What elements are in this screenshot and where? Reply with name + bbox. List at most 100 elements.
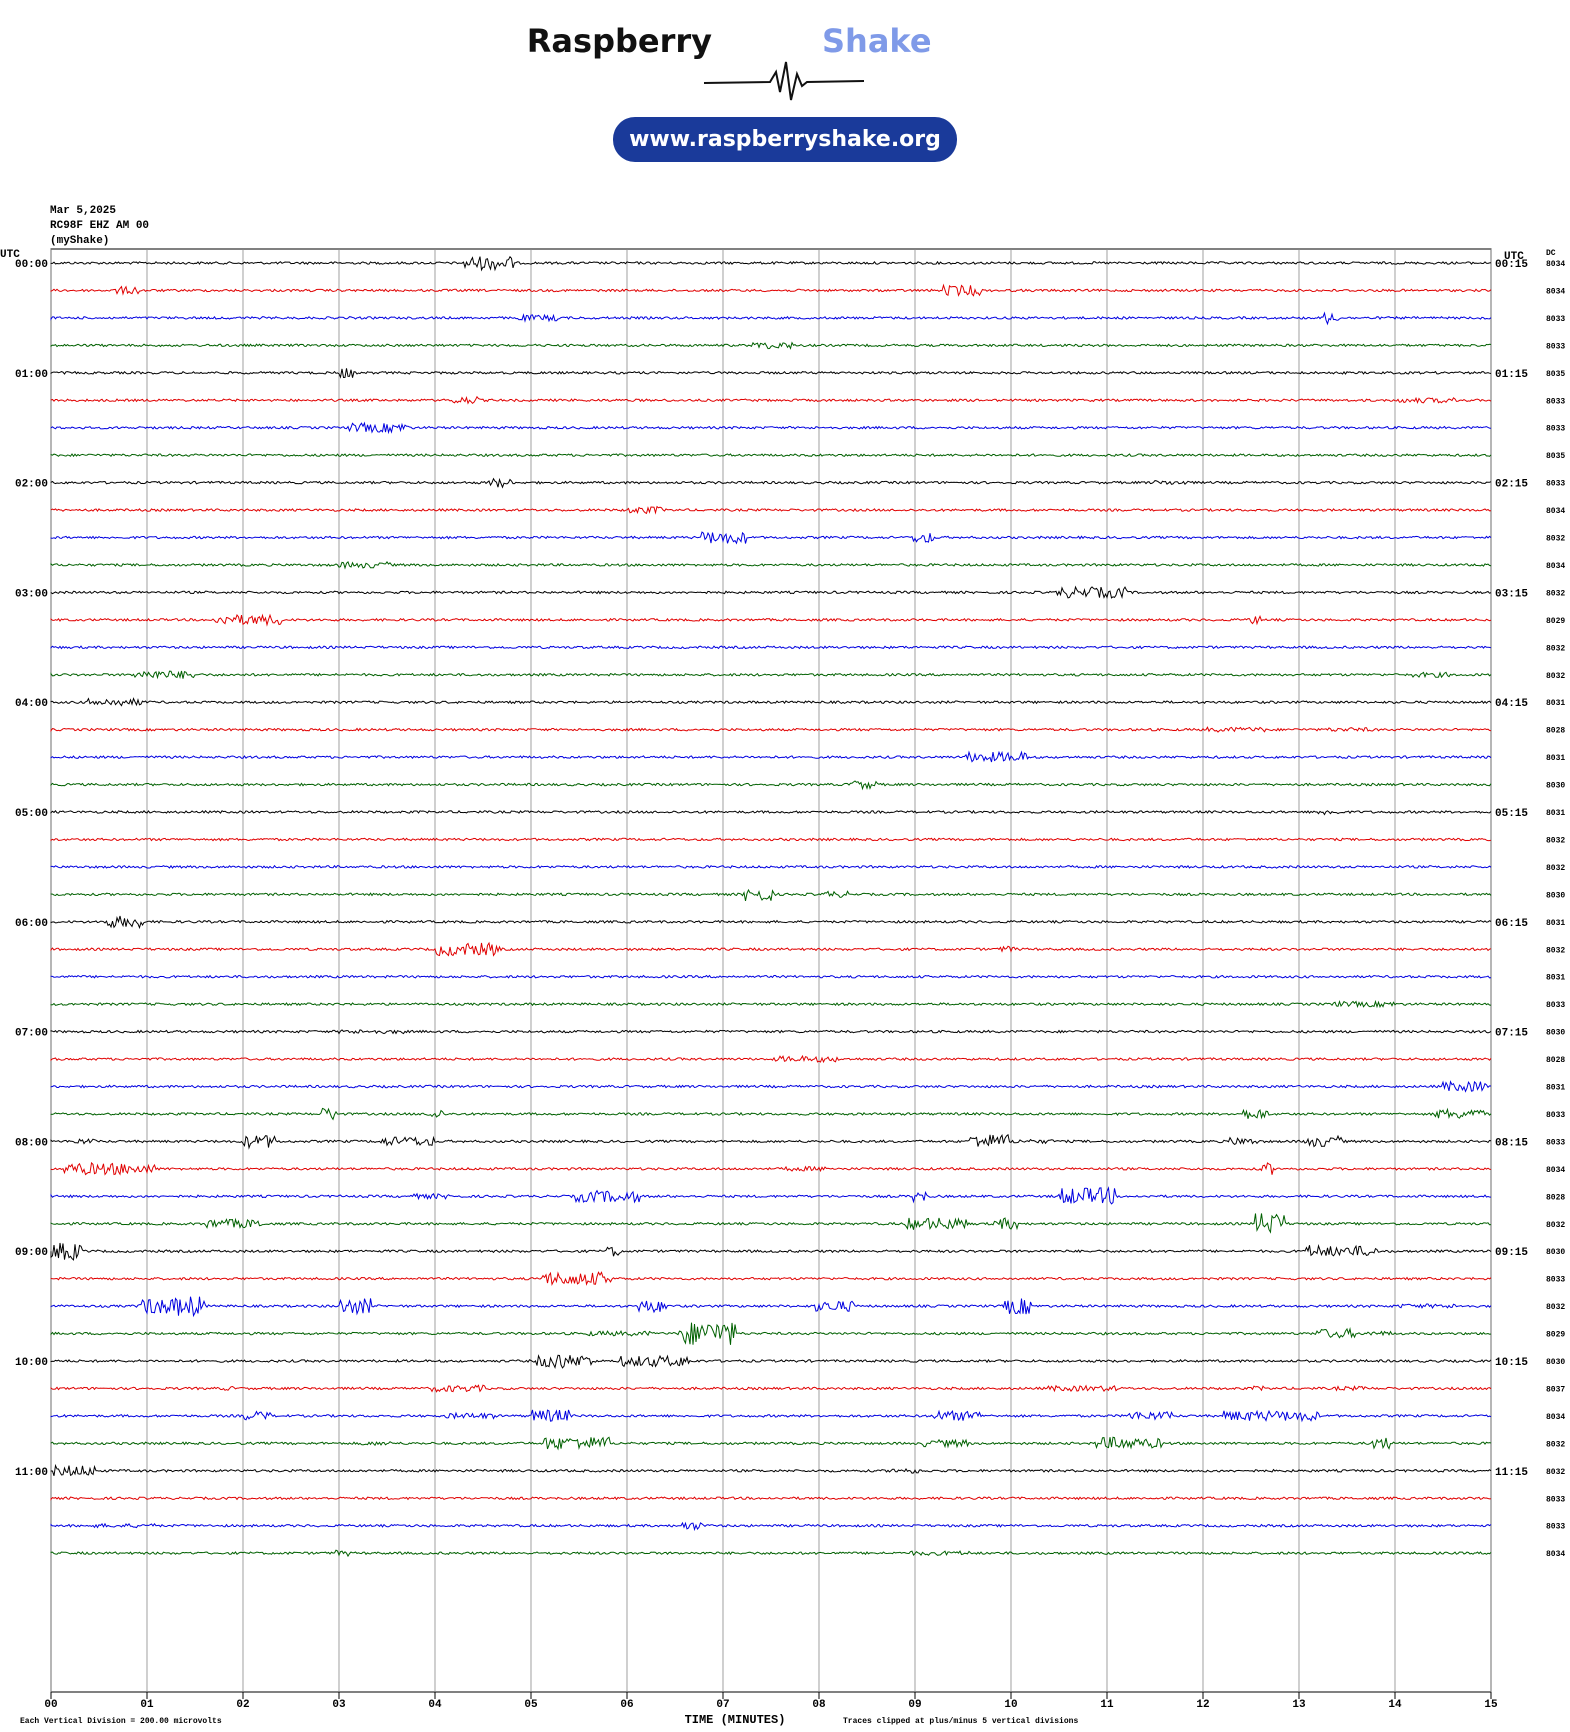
dc-value: 8028	[1546, 727, 1565, 736]
x-tick-label: 12	[1196, 1699, 1209, 1711]
dc-value: 8032	[1546, 1440, 1565, 1449]
right-axis-title: UTC	[1504, 251, 1524, 263]
date: Mar 5,2025	[50, 205, 116, 217]
dc-value: 8030	[1546, 782, 1565, 791]
trace	[50, 1384, 1492, 1393]
trace	[50, 726, 1492, 733]
dc-value: 8031	[1546, 809, 1565, 818]
trace	[50, 531, 1492, 545]
dc-value: 8032	[1546, 1303, 1565, 1312]
x-tick-label: 07	[716, 1699, 729, 1711]
row-label-left: 11:00	[15, 1467, 48, 1479]
row-label-left: 03:00	[15, 588, 48, 600]
dc-value: 8033	[1546, 1138, 1565, 1147]
x-tick-label: 11	[1100, 1699, 1114, 1711]
trace	[50, 453, 1492, 458]
row-label-right: 09:15	[1495, 1247, 1528, 1259]
trace	[50, 255, 1492, 272]
trace	[50, 561, 1492, 570]
dc-value: 8033	[1546, 1276, 1565, 1285]
trace	[50, 477, 1492, 489]
brand-first: Raspberry	[527, 22, 712, 60]
x-tick-label: 03	[332, 1699, 346, 1711]
trace	[50, 613, 1492, 627]
row-label-left: 04:00	[15, 698, 48, 710]
x-tick-label: 13	[1292, 1699, 1306, 1711]
dc-value: 8033	[1546, 425, 1565, 434]
row-label-left: 09:00	[15, 1247, 48, 1259]
trace	[50, 1271, 1492, 1286]
dc-value: 8033	[1546, 1523, 1565, 1532]
row-label-left: 02:00	[15, 479, 48, 491]
trace	[50, 750, 1492, 763]
row-label-left: 05:00	[15, 808, 48, 820]
x-tick-label: 00	[44, 1699, 57, 1711]
trace	[50, 1463, 1492, 1477]
trace	[50, 837, 1492, 842]
row-label-right: 06:15	[1495, 918, 1528, 930]
trace	[50, 1549, 1492, 1558]
dc-value: 8032	[1546, 1221, 1565, 1230]
dc-value: 8030	[1546, 1029, 1565, 1038]
dc-value: 8034	[1546, 507, 1565, 516]
trace	[50, 1029, 1492, 1035]
trace	[50, 1496, 1492, 1501]
dc-value: 8034	[1546, 287, 1565, 296]
dc-value: 8031	[1546, 754, 1565, 763]
dc-value: 8033	[1546, 1495, 1565, 1504]
dc-value: 8030	[1546, 1248, 1565, 1257]
row-label-right: 05:15	[1495, 808, 1528, 820]
trace	[50, 421, 1492, 435]
trace	[50, 1409, 1492, 1423]
trace	[50, 1354, 1492, 1370]
plot-frame	[50, 248, 1492, 1693]
dc-value: 8034	[1546, 260, 1565, 269]
trace	[50, 645, 1492, 650]
trace	[50, 1242, 1492, 1261]
trace	[50, 1186, 1492, 1205]
row-label-right: 08:15	[1495, 1137, 1528, 1149]
dc-value: 8033	[1546, 1001, 1565, 1010]
row-label-right: 04:15	[1495, 698, 1528, 710]
dc-value: 8032	[1546, 946, 1565, 955]
dc-value: 8034	[1546, 1166, 1565, 1175]
row-label-right: 03:15	[1495, 588, 1528, 600]
dc-value: 8032	[1546, 589, 1565, 598]
dc-value: 8032	[1546, 1468, 1565, 1477]
row-label-right: 10:15	[1495, 1357, 1528, 1369]
trace	[50, 311, 1492, 326]
dc-value: 8030	[1546, 1358, 1565, 1367]
footer-left: Each Vertical Division = 200.00 microvol…	[20, 1717, 222, 1726]
dc-value: 8032	[1546, 644, 1565, 653]
dc-value: 8032	[1546, 535, 1565, 544]
station: RC98F EHZ AM 00	[50, 220, 149, 232]
trace	[50, 670, 1492, 680]
dc-value: 8031	[1546, 919, 1565, 928]
trace	[50, 395, 1492, 405]
trace	[50, 585, 1492, 599]
dc-value: 8033	[1546, 1111, 1565, 1120]
row-label-left: 07:00	[15, 1028, 48, 1040]
trace	[50, 1322, 1492, 1345]
dc-value: 8031	[1546, 1084, 1565, 1093]
trace	[50, 505, 1492, 515]
url[interactable]: www.raspberryshake.org	[629, 127, 941, 152]
dc-value: 8032	[1546, 836, 1565, 845]
brand-second: Shake	[822, 22, 932, 60]
row-label-right: 02:15	[1495, 479, 1528, 491]
url-pill[interactable]	[613, 117, 957, 162]
x-tick-label: 08	[812, 1699, 826, 1711]
row-label-right: 11:15	[1495, 1467, 1528, 1479]
dc-value: 8032	[1546, 672, 1565, 681]
dc-value: 8029	[1546, 1331, 1565, 1340]
row-label-right: 07:15	[1495, 1028, 1528, 1040]
trace	[50, 1296, 1492, 1318]
dc-value: 8033	[1546, 342, 1565, 351]
dc-value: 8033	[1546, 397, 1565, 406]
x-axis-label: TIME (MINUTES)	[685, 1713, 786, 1727]
x-tick-label: 02	[236, 1699, 249, 1711]
trace	[50, 999, 1492, 1009]
footer-right: Traces clipped at plus/minus 5 vertical …	[843, 1717, 1078, 1726]
row-label-left: 10:00	[15, 1357, 48, 1369]
